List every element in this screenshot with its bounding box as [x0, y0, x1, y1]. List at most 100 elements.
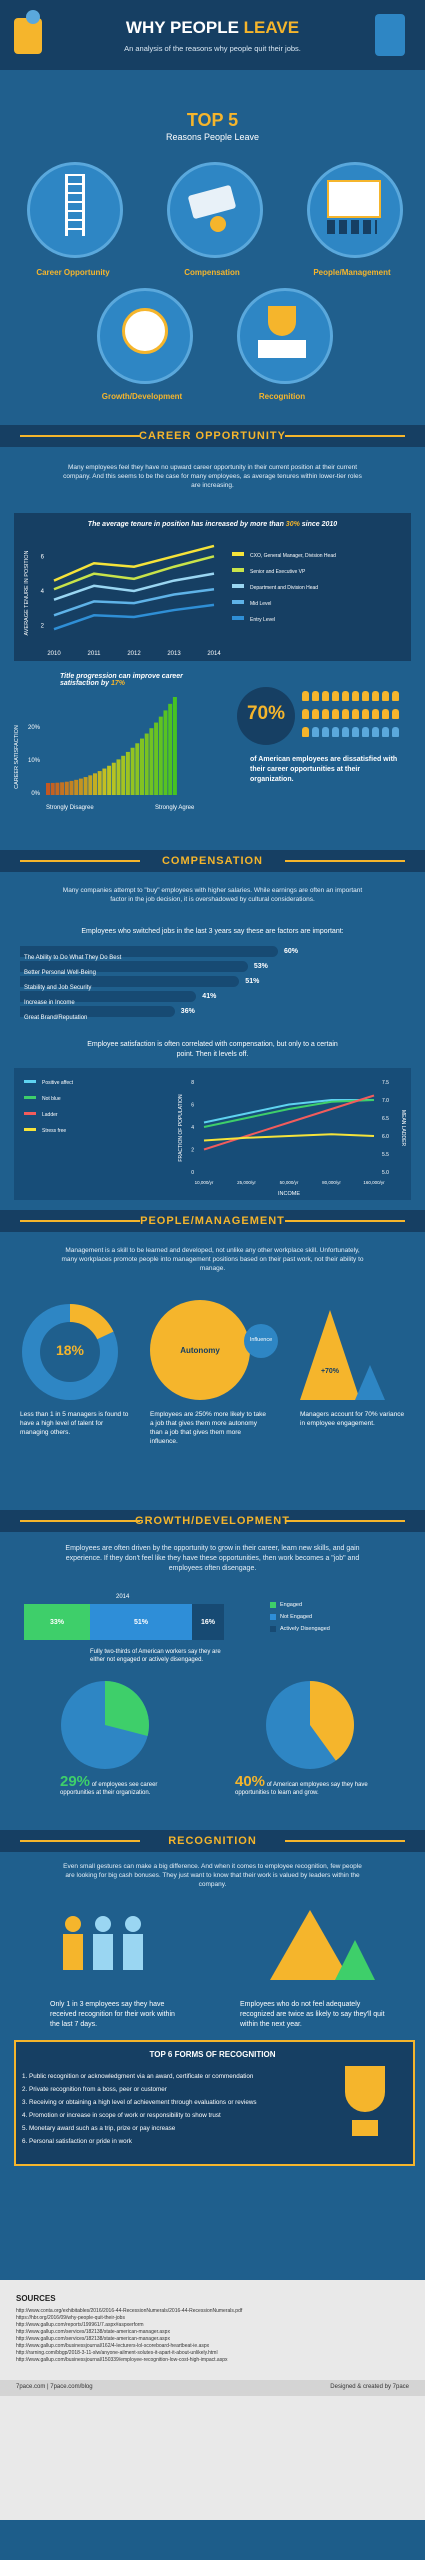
growth-section: GROWTH/DEVELOPMENT Employees are often d…: [0, 1510, 425, 1830]
page-subtitle: An analysis of the reasons why people qu…: [124, 44, 301, 53]
person-dot-icon: [312, 709, 319, 719]
tenure-ylabel: AVERAGE TENURE IN POSITION: [24, 550, 30, 635]
factor-bar: Increase in Income: [20, 991, 197, 1006]
footer-left[interactable]: 7pace.com | 7pace.com/blog: [16, 2384, 93, 2390]
source-link[interactable]: http://www.gallup.com/services/182138/st…: [16, 2329, 170, 2335]
source-link[interactable]: https://hbr.org/2016/09/why-people-quit-…: [16, 2315, 125, 2321]
tenure-legend-label: Department and Division Head: [250, 585, 318, 591]
progress-bar: [60, 782, 65, 795]
tenure-series-line: [53, 603, 215, 631]
compensation-band: COMPENSATION: [0, 850, 425, 872]
top5-label-people: People/Management: [313, 268, 391, 277]
managers-donut-chart: [22, 1304, 118, 1400]
top5-label-growth: Growth/Development: [101, 392, 183, 401]
factor-bar: Better Personal Well-Being: [20, 961, 248, 976]
factor-value: 51%: [245, 978, 260, 985]
growth-pie2-slice: [310, 1681, 354, 1761]
engagement-segment: 33%: [24, 1604, 90, 1640]
person-dot-icon: [332, 709, 339, 719]
person-dot-icon: [342, 727, 349, 737]
progress-bar: [69, 780, 74, 795]
tenure-line-chart: AVERAGE TENURE IN POSITION 2 4 6 2010 2011 201…: [24, 544, 336, 657]
person-dot-icon: [322, 709, 329, 719]
people-grid-icon: [302, 687, 402, 745]
factors-title: Employees who switched jobs in the last …: [81, 928, 344, 935]
person-dot-icon: [392, 727, 399, 737]
source-link[interactable]: http://www.conta.org/exhibitables/2016/2…: [16, 2308, 243, 2314]
income-y2tick: 5.0: [382, 1170, 389, 1176]
progress-bar: [46, 783, 50, 795]
income-xtick: 10,000/yr: [195, 1180, 214, 1185]
person-dot-icon: [382, 709, 389, 719]
progression-area-chart: CAREER SATISFACTION 0% 10% 20% Strongly Disa…: [14, 697, 195, 811]
person-yellow-body: [63, 1934, 83, 1970]
engagement-year: 2014: [116, 1594, 130, 1600]
source-link[interactable]: http://www.gallup.com/reports/199961/7.a…: [16, 2322, 144, 2328]
person-blue-icon: [95, 1916, 111, 1932]
progress-bar: [154, 722, 159, 795]
person-blue2-body: [123, 1934, 143, 1970]
career-section: CAREER OPPORTUNITY Many employees feel t…: [0, 425, 425, 850]
tenure-chart-title: The average tenure in position has incre…: [87, 521, 338, 528]
pie1-value: 29%: [60, 1773, 91, 1790]
income-legend-swatch: [24, 1112, 36, 1115]
variance-triangles: [300, 1310, 385, 1400]
income-ytick: 6: [191, 1103, 194, 1109]
learn-grow-pie: [266, 1681, 354, 1769]
top5-subheading: Reasons People Leave: [165, 132, 260, 142]
unhappy-triangles-icon: [270, 1910, 375, 1980]
progress-bar: [97, 771, 102, 795]
people-band: PEOPLE/MANAGEMENT: [0, 1210, 425, 1232]
factor-label: Increase in Income: [24, 1000, 75, 1006]
income-legend-label: Not blue: [42, 1096, 61, 1102]
progress-bar: [130, 747, 135, 795]
source-link[interactable]: http://rarning.com/bbgp/2018-3-11-slw/an…: [16, 2350, 218, 2356]
tenure-legend-label: Entry Level: [250, 617, 275, 623]
career-intro: Many employees feel they have no upward …: [63, 464, 362, 489]
recognition-form-item: 1. Public recognition or acknowledgment …: [22, 2073, 254, 2080]
top5-section: TOP 5 Reasons People Leave Career Opport…: [0, 70, 425, 425]
people-section: PEOPLE/MANAGEMENT Management is a skill …: [0, 1210, 425, 1510]
progress-bar: [83, 777, 88, 795]
factor-bar: Stability and Job Security: [20, 976, 240, 991]
source-link[interactable]: http://www.gallup.com/services/182138/st…: [16, 2336, 170, 2342]
recognition-circle: [237, 288, 333, 384]
source-link[interactable]: http://www.gallup.com/businessjournal/16…: [16, 2343, 210, 2349]
growth-intro: Employees are often driven by the opport…: [65, 1545, 360, 1572]
progress-bar: [88, 775, 93, 795]
compensation-intro: Many companies attempt to "buy" employee…: [62, 887, 363, 903]
progress-bar: [102, 768, 107, 795]
stat-70-circle: [237, 687, 295, 745]
recognition-form-item: 5. Monetary award such as a trip, prize …: [22, 2125, 176, 2132]
tenure-legend-label: Senior and Executive VP: [250, 569, 306, 575]
career-opportunity-pie: [61, 1681, 149, 1769]
yellow-triangle-face: [270, 1910, 350, 1980]
engagement-legend-item: Engaged: [270, 1602, 410, 1608]
footer-right[interactable]: Designed & created by 7pace: [330, 2384, 409, 2390]
tenure-legend-label: Mid Level: [250, 601, 271, 607]
progress-ytick: 0%: [31, 791, 40, 797]
influence-circle: [244, 1324, 278, 1358]
person-dot-icon: [332, 691, 339, 701]
person-dot-icon: [382, 691, 389, 701]
variance-text: Managers account for 70% variance in emp…: [300, 1411, 405, 1427]
tenure-chart-panel: The average tenure in position has incre…: [14, 513, 411, 661]
progress-xtick-left: Strongly Disagree: [46, 805, 94, 811]
tenure-legend-swatch: [232, 552, 244, 556]
income-line-chart: Positive affect Not blue Ladder Stress free…: [24, 1080, 406, 1197]
person-dot-icon: [372, 709, 379, 719]
green-triangle-face: [335, 1940, 375, 1980]
career-band-label: CAREER OPPORTUNITY: [139, 430, 286, 442]
person-dot-icon: [372, 727, 379, 737]
tenure-xtick: 2011: [88, 651, 102, 657]
source-link[interactable]: http://www.gallup.com/businessjournal/15…: [16, 2357, 228, 2363]
progress-bar: [163, 710, 168, 795]
top5-label-recognition: Recognition: [258, 392, 306, 401]
team-icon: [327, 220, 377, 234]
person-dot-icon: [332, 727, 339, 737]
person-yellow-icon: [65, 1916, 81, 1932]
progress-bar: [74, 779, 79, 795]
income-xtick: 50,000/yr: [280, 1180, 299, 1185]
person-bag-icon: [14, 18, 42, 54]
managers-text: Less than 1 in 5 managers is found to ha…: [20, 1411, 129, 1436]
